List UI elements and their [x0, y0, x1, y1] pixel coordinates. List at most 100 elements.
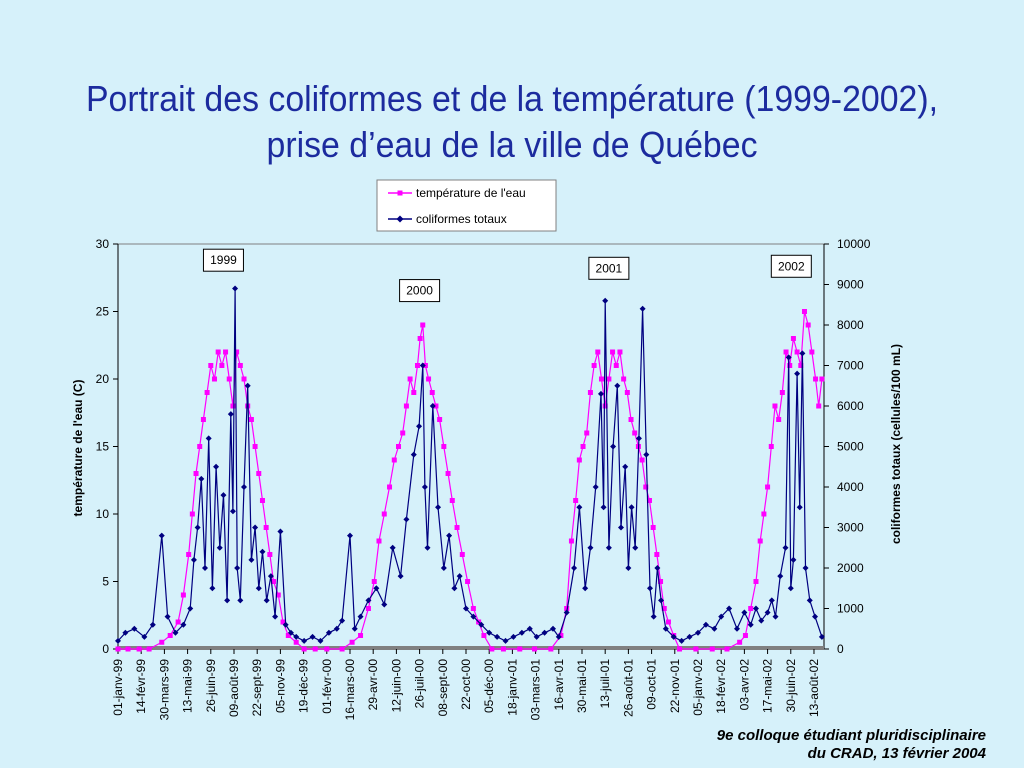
data-point-square	[465, 579, 471, 584]
data-point-diamond	[158, 532, 165, 539]
right-axis-tick-label: 7000	[837, 359, 864, 373]
data-point-diamond	[726, 605, 733, 612]
legend-label: coliformes totaux	[416, 212, 507, 226]
x-axis-tick-label: 01-févr-00	[320, 659, 334, 714]
data-point-diamond	[600, 504, 607, 511]
data-point-square	[426, 376, 432, 382]
data-point-diamond	[277, 528, 284, 535]
x-axis-tick-label: 16-avr-01	[552, 659, 566, 711]
data-point-square	[400, 430, 406, 436]
data-point-square	[783, 349, 789, 355]
data-point-square	[481, 633, 487, 638]
right-axis-tick-label: 0	[837, 642, 844, 656]
right-axis-tick-label: 6000	[837, 399, 864, 413]
data-point-diamond	[592, 484, 599, 490]
data-point-diamond	[533, 633, 540, 640]
legend-label: température de l'eau	[416, 186, 526, 200]
data-point-square	[280, 619, 286, 625]
data-point-square	[753, 579, 759, 584]
data-point-square	[737, 639, 743, 645]
data-point-diamond	[220, 492, 227, 499]
data-point-diamond	[571, 565, 578, 571]
series-temperature	[115, 309, 825, 652]
data-point-square	[459, 552, 465, 557]
data-point-diamond	[787, 585, 794, 592]
data-point-diamond	[255, 585, 262, 592]
data-point-diamond	[602, 297, 609, 304]
left-axis-tick-label: 0	[102, 642, 109, 656]
data-point-diamond	[244, 382, 251, 389]
data-point-diamond	[662, 625, 669, 632]
data-point-square	[794, 349, 800, 355]
data-point-diamond	[563, 609, 570, 616]
data-point-square	[580, 444, 586, 449]
data-point-square	[396, 444, 402, 449]
data-point-diamond	[263, 597, 270, 604]
data-point-diamond	[734, 625, 741, 632]
data-point-square	[809, 349, 815, 355]
data-point-square	[407, 376, 413, 382]
data-point-diamond	[259, 548, 266, 555]
data-point-diamond	[806, 597, 813, 604]
data-point-square	[819, 376, 825, 382]
data-point-diamond	[678, 637, 685, 644]
data-point-square	[517, 646, 523, 652]
annotation-box	[399, 279, 441, 303]
data-point-square	[665, 619, 671, 625]
x-axis-baseline	[118, 646, 824, 650]
data-point-diamond	[718, 613, 725, 620]
data-point-square	[661, 606, 667, 611]
data-point-square	[693, 646, 699, 652]
data-point-square	[449, 498, 455, 503]
x-axis-tick-label: 13-mai-99	[181, 659, 195, 713]
data-point-diamond	[741, 609, 748, 616]
x-axis-tick-label: 26-juil-00	[413, 659, 427, 709]
data-point-diamond	[440, 565, 447, 571]
data-point-square	[658, 579, 664, 584]
x-axis-tick-label: 17-mai-02	[761, 659, 775, 713]
x-axis-tick-label: 18-janv-01	[505, 659, 519, 716]
slide-title: Portrait des coliformes et de la tempéra…	[85, 78, 939, 165]
series-line	[118, 311, 823, 650]
data-point-square	[248, 417, 254, 422]
data-point-square	[136, 646, 142, 652]
data-point-square	[211, 376, 217, 382]
data-point-square	[420, 322, 426, 328]
legend-box	[376, 179, 557, 232]
data-point-square	[219, 363, 225, 368]
data-point-square	[761, 511, 767, 517]
data-point-square	[441, 444, 447, 449]
data-point-diamond	[131, 625, 138, 632]
data-point-square	[259, 498, 265, 503]
data-point-diamond	[421, 484, 428, 490]
data-point-diamond	[782, 544, 789, 551]
data-point-square	[454, 525, 460, 530]
data-point-diamond	[293, 633, 300, 640]
data-point-square	[267, 552, 273, 557]
data-point-square	[230, 403, 236, 409]
data-point-square	[429, 390, 435, 395]
data-point-diamond	[346, 532, 353, 539]
data-point-diamond	[785, 354, 792, 361]
x-axis-tick-label: 09-août-99	[227, 659, 241, 717]
data-point-square	[403, 403, 409, 409]
data-point-diamond	[555, 633, 562, 640]
x-axis-tick-label: 22-nov-01	[668, 659, 682, 713]
data-point-diamond	[224, 597, 231, 604]
data-point-diamond	[190, 556, 197, 563]
annotation-box	[588, 256, 630, 280]
data-point-square	[595, 349, 601, 355]
data-point-diamond	[309, 633, 316, 640]
data-point-diamond	[686, 633, 693, 640]
data-point-square	[339, 646, 345, 652]
data-point-diamond	[232, 285, 239, 292]
data-point-diamond	[205, 435, 212, 442]
data-point-diamond	[456, 573, 463, 580]
data-point-square	[189, 511, 195, 517]
data-point-diamond	[237, 597, 244, 604]
data-point-square	[180, 592, 186, 598]
data-point-diamond	[794, 370, 801, 377]
data-point-square	[628, 417, 634, 422]
data-point-diamond	[229, 508, 236, 515]
data-point-diamond	[248, 556, 255, 563]
